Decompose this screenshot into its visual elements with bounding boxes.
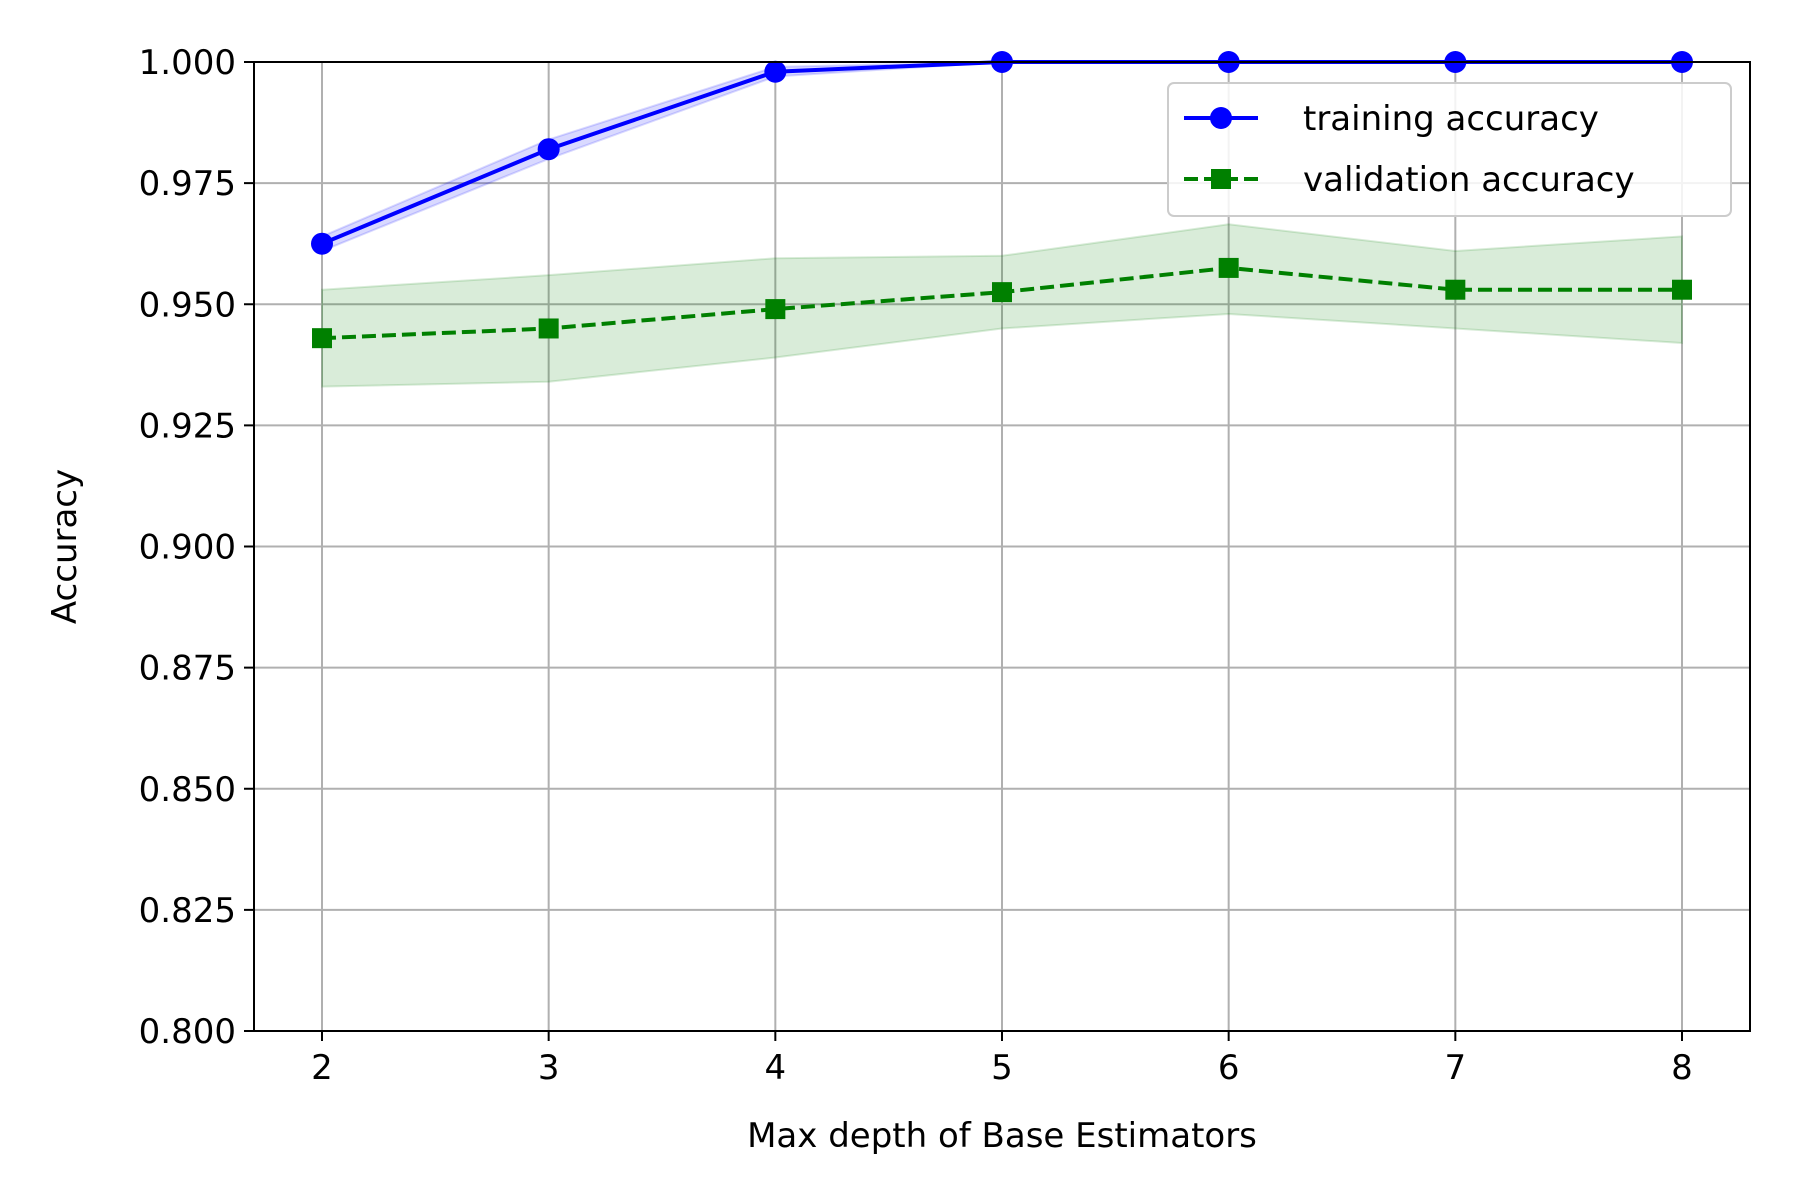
- y-tick-label: 0.850: [139, 770, 236, 810]
- series-band-1: [321, 223, 1683, 388]
- y-tick-label: 0.800: [139, 1012, 236, 1052]
- x-tick-label: 5: [991, 1048, 1013, 1088]
- x-tick-label: 6: [1218, 1048, 1240, 1088]
- y-tick-label: 0.825: [139, 891, 236, 931]
- x-tick-label: 8: [1671, 1048, 1693, 1088]
- legend: training accuracy validation accuracy: [1167, 82, 1732, 217]
- training-point: [764, 60, 787, 83]
- legend-box: [1167, 82, 1732, 217]
- x-tick-label: 7: [1445, 1048, 1467, 1088]
- x-tick-label: 3: [538, 1048, 560, 1088]
- legend-label-1: validation accuracy: [1303, 160, 1635, 200]
- series-markers: [311, 51, 1693, 349]
- validation-point: [1445, 279, 1466, 300]
- y-tick-label: 0.875: [139, 649, 236, 689]
- validation-point: [765, 299, 786, 320]
- legend-label-0: training accuracy: [1303, 99, 1599, 139]
- y-tick-label: 0.975: [139, 164, 236, 204]
- y-tick-label: 1.000: [139, 43, 236, 83]
- validation-point: [992, 282, 1012, 303]
- training-point: [311, 232, 333, 255]
- validation-point: [538, 318, 559, 339]
- legend-marker-square: [1211, 169, 1231, 189]
- y-tick-label: 0.925: [139, 406, 236, 446]
- training-point: [537, 138, 560, 161]
- validation-point: [312, 328, 332, 349]
- y-tick-label: 0.950: [139, 285, 236, 325]
- legend-marker-circle: [1210, 107, 1232, 129]
- y-axis-label: Accuracy: [45, 469, 85, 624]
- x-axis-label: Max depth of Base Estimators: [747, 1116, 1257, 1156]
- x-tick-label: 4: [765, 1048, 787, 1088]
- validation-point: [1672, 279, 1692, 300]
- grid-lines: [254, 61, 1750, 1032]
- validation-point: [1218, 257, 1239, 278]
- y-tick-label: 0.900: [139, 528, 236, 568]
- axis-ticks: 2 3 4 5 6 7 8 0.800 0.825 0.850 0.875 0.900 0.925 0.9…: [139, 43, 1693, 1088]
- x-tick-label: 2: [311, 1048, 333, 1088]
